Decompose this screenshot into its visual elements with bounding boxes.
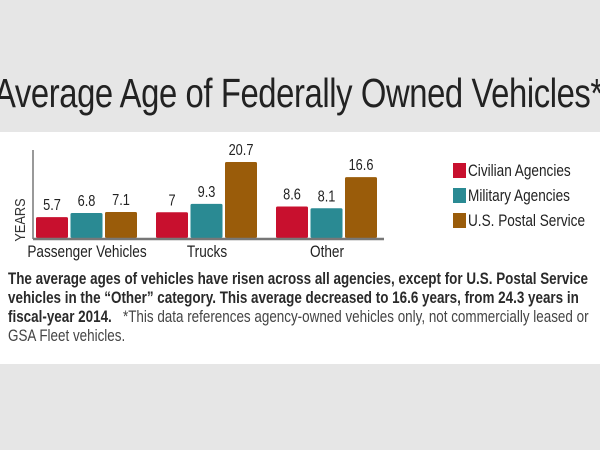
x-tick-label: Other bbox=[310, 243, 344, 262]
legend-swatch bbox=[453, 188, 466, 203]
data-label: 6.8 bbox=[78, 193, 96, 211]
bar bbox=[310, 208, 343, 238]
chart-note: The average ages of vehicles have risen … bbox=[8, 269, 593, 345]
bar bbox=[105, 211, 137, 238]
data-label: 8.1 bbox=[318, 188, 336, 206]
note-summary: The average ages of vehicles have risen … bbox=[8, 269, 589, 326]
data-label: 7.1 bbox=[112, 192, 130, 210]
y-axis-label: YEARS bbox=[11, 198, 28, 241]
legend-swatch bbox=[453, 213, 466, 228]
chart-panel: YEARS 5.7 7 8.6 6.8 9.3 8.1 7.1 20.7 16.6 Passenge… bbox=[0, 132, 600, 364]
bar bbox=[225, 162, 257, 238]
data-label: 20.7 bbox=[229, 142, 254, 160]
data-label: 7 bbox=[168, 192, 175, 210]
chart-title: Average Age of Federally Owned Vehicles* bbox=[0, 70, 600, 116]
x-tick-label: Trucks bbox=[187, 243, 228, 262]
bar bbox=[36, 217, 68, 238]
data-label: 5.7 bbox=[43, 197, 61, 215]
data-label: 9.3 bbox=[198, 184, 216, 202]
bar bbox=[156, 212, 188, 238]
bar bbox=[276, 206, 308, 238]
bar bbox=[190, 203, 223, 238]
legend-label: Military Agencies bbox=[468, 187, 570, 206]
data-label: 8.6 bbox=[283, 186, 301, 204]
bar bbox=[345, 177, 377, 238]
note-footnote: *This data references agency-owned vehic… bbox=[8, 307, 589, 345]
bar bbox=[70, 213, 103, 238]
legend-label: U.S. Postal Service bbox=[468, 212, 585, 231]
legend-label: Civilian Agencies bbox=[468, 162, 571, 181]
legend-swatch bbox=[453, 163, 466, 178]
bar-chart: YEARS 5.7 7 8.6 6.8 9.3 8.1 7.1 20.7 16.6 Passenge… bbox=[11, 142, 585, 262]
data-label: 16.6 bbox=[349, 157, 374, 175]
x-tick-label: Passenger Vehicles bbox=[27, 243, 147, 262]
